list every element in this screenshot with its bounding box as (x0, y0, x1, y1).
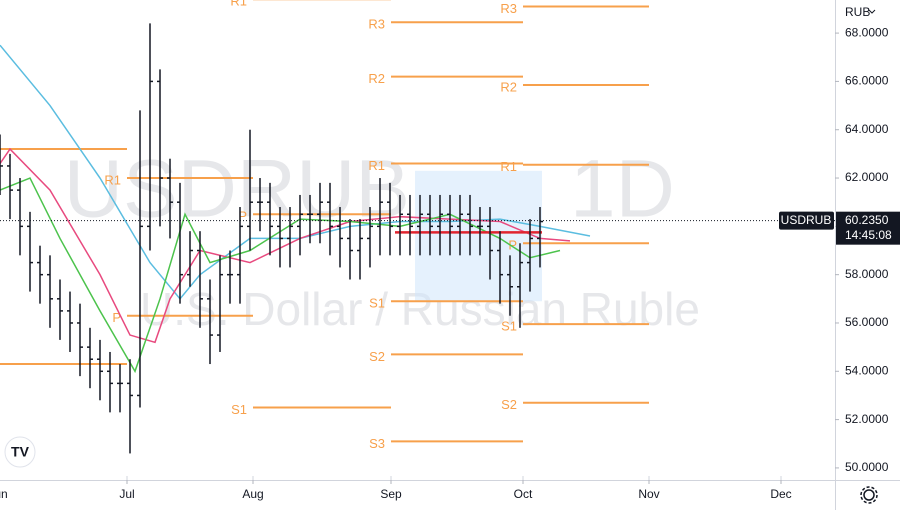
x-tick-label: Dec (770, 487, 791, 501)
y-tick-label: 68.0000 (845, 25, 889, 39)
pivot-label: P (238, 209, 247, 224)
watermark-interval: 1D (570, 144, 675, 235)
currency-caret[interactable] (868, 9, 876, 14)
x-tick-label: Jun (0, 487, 8, 501)
pivot-label: R2 (368, 71, 385, 86)
x-tick-label: Nov (638, 487, 659, 501)
pivot-label: R3 (368, 17, 385, 32)
y-tick-label: 64.0000 (845, 122, 889, 136)
x-tick-label: Sep (380, 487, 402, 501)
price-label-box (836, 211, 900, 245)
symbol-label-box (779, 211, 834, 230)
logo-mark: TV (11, 444, 30, 460)
pivot-label: P (508, 238, 517, 253)
pivot-label: R2 (500, 79, 517, 94)
price-label: 60.2350 (845, 213, 889, 227)
plot-area: R1 P R1 P S1 R3 R2 R1 S1 S2 S3 R3 R2 R1 P S1 S2 (0, 0, 835, 454)
y-tick-label: 58.0000 (845, 267, 889, 281)
pivot-label: S2 (501, 397, 517, 412)
pivot-label: R1 (368, 158, 385, 173)
pivot-label: R1 (500, 159, 517, 174)
pivot-label: R1 (230, 0, 247, 9)
symbol-label: USDRUB (781, 213, 832, 227)
x-tick-label: Oct (514, 487, 533, 501)
y-tick-label: 66.0000 (845, 74, 889, 88)
x-tick-label: Aug (242, 487, 263, 501)
logo: TV (4, 436, 36, 468)
volume-profile-range (415, 170, 542, 302)
pivot-label: R1 (104, 172, 121, 187)
pivot-label: S3 (369, 436, 385, 451)
y-tick-label: 56.0000 (845, 315, 889, 329)
settings-icon[interactable] (860, 486, 878, 504)
countdown-label: 14:45:08 (845, 228, 892, 242)
watermark-symbol: USDRUB (64, 144, 410, 235)
y-tick-label: 50.0000 (845, 460, 889, 474)
pivot-label: S1 (231, 402, 247, 417)
indicator-line (0, 44, 591, 300)
y-tick-label: 52.0000 (845, 412, 889, 426)
pivot-label: S2 (369, 349, 385, 364)
x-tick-label: Jul (119, 487, 134, 501)
pivot-label: P (112, 310, 121, 325)
pivot-label: R3 (500, 1, 517, 16)
pivot-label: S1 (369, 296, 385, 311)
y-tick-label: 62.0000 (845, 170, 889, 184)
pivot-label: S1 (501, 319, 517, 334)
y-tick-label: 54.0000 (845, 363, 889, 377)
currency-label[interactable]: RUB (845, 5, 870, 19)
